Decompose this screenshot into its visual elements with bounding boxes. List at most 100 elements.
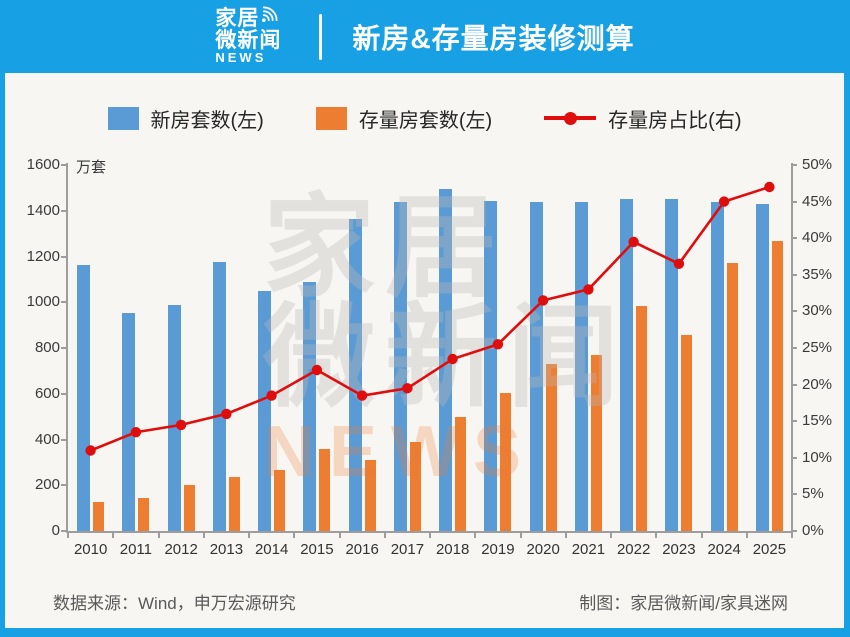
y-right-tick	[791, 200, 797, 203]
bar-group-2020	[521, 165, 566, 531]
bar-group-2014	[249, 165, 294, 531]
x-axis-tick	[383, 531, 386, 538]
legend-item-existing-homes: 存量房套数(左)	[315, 104, 493, 133]
existing-homes-bar	[274, 470, 286, 531]
existing-homes-bar	[545, 364, 557, 531]
left-axis-unit: 万套	[76, 159, 107, 176]
page-title: 新房&存量房装修测算	[352, 22, 635, 54]
legend-label-ratio: 存量房占比(右)	[608, 109, 742, 132]
y-right-tick	[791, 383, 797, 386]
existing-homes-bar	[681, 335, 693, 531]
legend-item-new-homes: 新房套数(左)	[107, 104, 264, 133]
existing-homes-bar	[364, 460, 376, 531]
x-axis-tick	[655, 531, 658, 538]
new-homes-bar	[620, 199, 634, 531]
bar-group-2010	[68, 165, 113, 531]
existing-homes-bar	[319, 448, 331, 531]
y-right-tick	[791, 420, 797, 423]
bar-group-2025	[747, 165, 792, 531]
data-source-text: 数据来源：Wind，申万宏源研究	[53, 594, 296, 613]
existing-homes-bar	[138, 497, 150, 531]
y-left-tick	[61, 209, 67, 212]
x-axis-label: 2012	[164, 541, 198, 558]
y-right-tick	[791, 273, 797, 276]
y-right-label: 40%	[802, 229, 833, 247]
legend-item-ratio: 存量房占比(右)	[544, 104, 741, 133]
y-right-tick	[791, 237, 797, 240]
existing-homes-bar	[93, 502, 105, 531]
y-right-label: 50%	[802, 156, 833, 173]
logo-line1: 家居	[215, 7, 260, 31]
x-axis-label: 2016	[345, 541, 379, 558]
x-axis-tick	[564, 531, 567, 538]
x-axis-label: 2020	[526, 541, 560, 558]
existing-homes-bar	[500, 392, 512, 531]
y-left-label: 200	[34, 476, 60, 494]
new-homes-bar	[258, 290, 272, 531]
footer: 数据来源：Wind，申万宏源研究 制图：家居微新闻/家具迷网	[5, 589, 844, 614]
y-left-tick	[61, 438, 67, 441]
y-left-label: 0	[51, 522, 60, 539]
x-axis-label: 2023	[662, 541, 696, 558]
x-axis-tick	[338, 531, 341, 538]
y-right-tick	[791, 530, 797, 532]
y-left-label: 1600	[26, 156, 60, 173]
y-left-label: 600	[34, 384, 60, 402]
legend-swatch-new-homes	[107, 106, 139, 130]
y-right-label: 45%	[802, 192, 833, 210]
x-axis-label: 2019	[481, 541, 515, 558]
x-axis-tick	[474, 531, 477, 538]
x-axis-tick	[519, 531, 522, 538]
x-axis-label: 2021	[571, 541, 606, 558]
y-right-label: 20%	[802, 375, 833, 393]
bar-group-2022	[611, 165, 656, 531]
chart-legend: 新房套数(左) 存量房套数(左) 存量房占比(右)	[5, 98, 844, 138]
y-left-tick	[61, 301, 67, 304]
y-left-label: 800	[34, 339, 60, 356]
existing-homes-bar	[183, 485, 195, 531]
y-right-tick	[791, 310, 797, 313]
x-axis-tick	[248, 531, 250, 538]
plot-area: 家居 微新闻 NEWS	[68, 165, 792, 531]
chart-area: 万套 家居 微新闻 NEWS 2010 2011 2012 2013 2014 2015 2…	[5, 156, 844, 585]
existing-homes-bar	[409, 441, 421, 531]
y-left-tick	[61, 530, 67, 532]
y-left-label: 1400	[26, 201, 60, 219]
legend-label-existing-homes: 存量房套数(左)	[358, 109, 493, 132]
x-axis-label: 2024	[707, 541, 741, 558]
new-homes-bar	[212, 262, 226, 531]
bar-group-2013	[204, 165, 249, 531]
x-axis-label: 2022	[616, 541, 651, 558]
bar-group-2011	[113, 165, 158, 531]
y-right-tick	[791, 456, 797, 459]
new-homes-bar	[439, 189, 453, 531]
x-axis-tick	[67, 531, 69, 538]
x-axis-tick	[202, 531, 205, 538]
existing-homes-bar	[636, 305, 648, 531]
new-homes-bar	[529, 201, 543, 531]
x-axis-label: 2010	[73, 541, 108, 558]
y-left-tick	[61, 347, 67, 349]
x-axis-label: 2013	[209, 541, 244, 558]
existing-homes-bar	[771, 240, 783, 531]
y-right-tick	[791, 164, 797, 166]
bar-group-2017	[385, 165, 430, 531]
y-left-tick	[61, 392, 67, 395]
y-left-label: 400	[34, 430, 60, 448]
x-axis-label: 2025	[752, 541, 787, 558]
y-right-label: 15%	[802, 412, 833, 430]
new-homes-bar	[303, 281, 317, 531]
x-axis-tick	[293, 531, 296, 538]
y-left-tick	[61, 484, 67, 487]
new-homes-bar	[348, 218, 362, 531]
legend-line-marker	[544, 111, 597, 125]
signal-icon	[262, 6, 278, 23]
x-axis-tick	[429, 531, 431, 538]
credit-text: 制图：家居微新闻/家具迷网	[579, 594, 788, 613]
header-divider	[319, 13, 323, 60]
x-axis-label: 2011	[119, 541, 152, 558]
bar-group-2018	[430, 165, 475, 531]
left-axis-line	[66, 163, 68, 533]
y-left-tick	[61, 164, 67, 166]
brand-logo: 家居 微新闻 NEWS	[215, 6, 281, 65]
